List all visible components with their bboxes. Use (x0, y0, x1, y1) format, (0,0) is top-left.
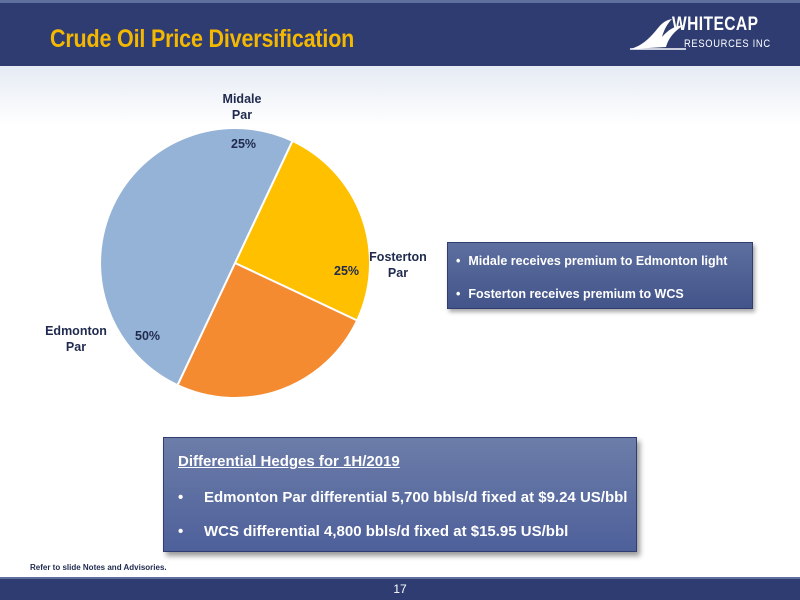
logo-wordmark: WHITECAP (672, 14, 759, 35)
notes-box: Midale receives premium to Edmonton ligh… (447, 242, 753, 309)
pie-label-fosterton-line2: Par (387, 266, 409, 280)
pie-label-fosterton: Fosterton Par (366, 249, 430, 281)
company-logo: WHITECAP RESOURCES INC (628, 13, 788, 59)
hedges-title: Differential Hedges for 1H/2019 (178, 453, 400, 470)
hedges-box: Differential Hedges for 1H/2019 • Edmonto… (163, 437, 637, 552)
pie-pct-fosterton: 25% (334, 264, 360, 278)
pie-chart (99, 127, 371, 399)
pie-chart-area: Midale Par 25% Fosterton Par 25% Edmonto… (0, 66, 800, 426)
notes-item: Midale receives premium to Edmonton ligh… (456, 254, 727, 268)
footer-bar: 17 (0, 577, 800, 600)
pie-label-midale-line2: Par (231, 108, 253, 122)
pie-slice-fosterton (176, 261, 359, 399)
pie-label-midale-line1: Midale (222, 92, 262, 106)
pie-slice-edmonton (99, 127, 294, 387)
logo-subtitle: RESOURCES INC (684, 38, 771, 50)
notes-item: Fosterton receives premium to WCS (456, 287, 683, 301)
header-bar: Crude Oil Price Diversification WHITECAP… (0, 0, 800, 66)
pie-label-fosterton-line1: Fosterton (369, 250, 427, 264)
pie-label-edmonton-line2: Par (65, 340, 87, 354)
header-glow (0, 66, 800, 126)
footnote: Refer to slide Notes and Advisories. (30, 563, 167, 572)
hedge-item-text: WCS differential 4,800 bbls/d fixed at $… (204, 523, 569, 540)
pie-pct-edmonton: 50% (135, 329, 161, 343)
hedge-item: • Edmonton Par differential 5,700 bbls/d … (178, 489, 627, 506)
pie-label-edmonton-line1: Edmonton (45, 324, 107, 338)
wave-logo-icon (630, 19, 686, 50)
pie-label-edmonton: Edmonton Par (44, 323, 108, 355)
bullet-icon: • (178, 523, 184, 540)
hedge-item-text: Edmonton Par differential 5,700 bbls/d f… (204, 489, 628, 506)
page-title: Crude Oil Price Diversification (50, 25, 355, 53)
pie-pct-midale: 25% (231, 137, 257, 151)
pie-slice-midale (233, 139, 371, 322)
hedge-item: • WCS differential 4,800 bbls/d fixed at … (178, 523, 568, 540)
pie-label-midale: Midale Par (212, 91, 272, 123)
page-number: 17 (393, 582, 407, 596)
bullet-icon: • (178, 489, 184, 506)
